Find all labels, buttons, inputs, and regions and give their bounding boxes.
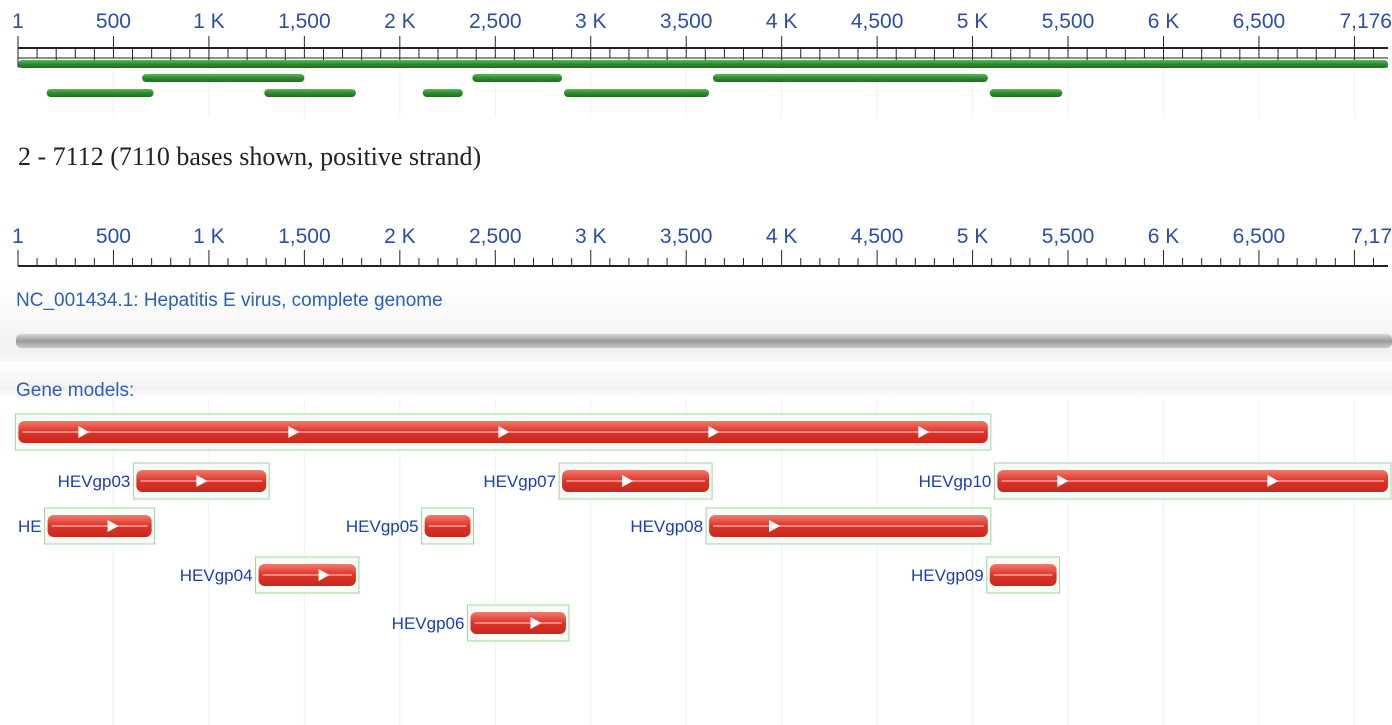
gene-label[interactable]: HEVgp03 — [58, 472, 131, 491]
strand-arrow-icon — [498, 426, 510, 438]
overview-tick-label: 5,500 — [1042, 10, 1095, 33]
gene-label[interactable]: HEVgp05 — [346, 517, 419, 536]
ruler-tick-label: 1,500 — [278, 225, 331, 248]
overview-tick-label: 6,500 — [1233, 10, 1286, 33]
gene-feature[interactable] — [14, 413, 992, 451]
gene-feature[interactable]: HEVgp10 — [919, 462, 1392, 500]
gene-feature[interactable]: HEVgp06 — [392, 604, 570, 642]
gene-feature[interactable]: HE — [18, 507, 156, 545]
overview-tick-label: 4 K — [766, 10, 798, 33]
overview-tick-labels: 1 500 1 K 1,500 2 K 2,500 3 K 3,500 4 K 4,500 5 K 5… — [12, 10, 1392, 33]
ruler-tick-label: 2 K — [384, 225, 416, 248]
overview-feature-bar[interactable] — [18, 60, 1388, 68]
ruler-tick-label: 500 — [96, 225, 131, 248]
sequence-bar[interactable] — [16, 334, 1392, 348]
gene-features[interactable]: HEVgp03 HEVgp07 HEVgp10 HE HEVgp05 HEVgp08 HEV… — [14, 413, 1392, 642]
strand-arrow-icon — [622, 475, 634, 487]
ruler-tick-label: 5 K — [957, 225, 989, 248]
range-summary: 2 - 7112 (7110 bases shown, positive str… — [18, 142, 481, 171]
gene-label[interactable]: HE — [18, 517, 42, 536]
gene-feature[interactable]: HEVgp09 — [911, 556, 1061, 594]
ruler-tick-label: 3,500 — [660, 225, 713, 248]
overview-tick-label: 3,500 — [660, 10, 713, 33]
strand-arrow-icon — [78, 426, 90, 438]
gene-label[interactable]: HEVgp04 — [180, 566, 253, 585]
overview-tick-label: 7,176 — [1339, 10, 1392, 33]
ruler-tick-label: 1 K — [193, 225, 225, 248]
ruler-tick-label: 6 K — [1148, 225, 1180, 248]
ruler-tick-label: 1 — [12, 225, 24, 248]
strand-arrow-icon — [1267, 475, 1279, 487]
overview-panel[interactable]: 1 500 1 K 1,500 2 K 2,500 3 K 3,500 4 K 4,500 5 K 5… — [12, 10, 1392, 97]
overview-features[interactable] — [18, 60, 1388, 97]
gene-feature[interactable]: HEVgp03 — [58, 462, 270, 500]
strand-arrow-icon — [1057, 475, 1069, 487]
main-ruler-ticks — [17, 250, 1388, 267]
overview-feature-bar[interactable] — [472, 74, 563, 82]
strand-arrow-icon — [918, 426, 930, 438]
ruler-tick-label: 6,500 — [1233, 225, 1286, 248]
gene-models-header-bg — [0, 362, 1392, 400]
gene-label[interactable]: HEVgp08 — [630, 517, 703, 536]
overview-feature-bar[interactable] — [142, 74, 305, 82]
ruler-tick-label: 3 K — [575, 225, 607, 248]
strand-arrow-icon — [288, 426, 300, 438]
overview-feature-bar[interactable] — [712, 74, 988, 82]
overview-tick-label: 6 K — [1148, 10, 1180, 33]
overview-tick-label: 1 K — [193, 10, 225, 33]
overview-tick-label: 3 K — [575, 10, 607, 33]
gene-feature[interactable]: HEVgp04 — [180, 556, 360, 594]
gene-feature[interactable]: HEVgp08 — [630, 507, 992, 545]
ruler-tick-label: 7,17 — [1351, 225, 1392, 248]
overview-tick-label: 5 K — [957, 10, 989, 33]
main-tick-labels: 1 500 1 K 1,500 2 K 2,500 3 K 3,500 4 K 4,500 5 K 5… — [12, 225, 1392, 248]
overview-tick-label: 2 K — [384, 10, 416, 33]
gene-label[interactable]: HEVgp10 — [919, 472, 992, 491]
gene-label[interactable]: HEVgp07 — [483, 472, 556, 491]
ruler-tick-label: 2,500 — [469, 225, 522, 248]
sequence-track-title: NC_001434.1: Hepatitis E virus, complete… — [16, 290, 443, 311]
strand-arrow-icon — [769, 520, 781, 532]
gene-feature[interactable]: HEVgp05 — [346, 507, 474, 545]
overview-feature-bar[interactable] — [422, 89, 463, 97]
gene-models-title: Gene models: — [16, 380, 134, 401]
overview-tick-label: 2,500 — [469, 10, 522, 33]
overview-tick-label: 4,500 — [851, 10, 904, 33]
overview-feature-bar[interactable] — [264, 89, 356, 97]
strand-arrow-icon — [196, 475, 208, 487]
overview-feature-bar[interactable] — [46, 89, 154, 97]
gene-label[interactable]: HEVgp09 — [911, 566, 984, 585]
main-ruler: 1 500 1 K 1,500 2 K 2,500 3 K 3,500 4 K 4,500 5 K 5… — [12, 225, 1392, 267]
overview-tick-label: 1 — [12, 10, 24, 33]
strand-arrow-icon — [318, 569, 330, 581]
overview-tick-label: 500 — [96, 10, 131, 33]
strand-arrow-icon — [708, 426, 720, 438]
strand-arrow-icon — [107, 520, 119, 532]
gene-label[interactable]: HEVgp06 — [392, 614, 465, 633]
overview-feature-bar[interactable] — [989, 89, 1063, 97]
strand-arrow-icon — [530, 617, 542, 629]
gene-feature[interactable]: HEVgp07 — [483, 462, 713, 500]
overview-feature-bar[interactable] — [564, 89, 710, 97]
overview-tick-label: 1,500 — [278, 10, 331, 33]
ruler-tick-label: 5,500 — [1042, 225, 1095, 248]
ruler-tick-label: 4 K — [766, 225, 798, 248]
ruler-tick-label: 4,500 — [851, 225, 904, 248]
